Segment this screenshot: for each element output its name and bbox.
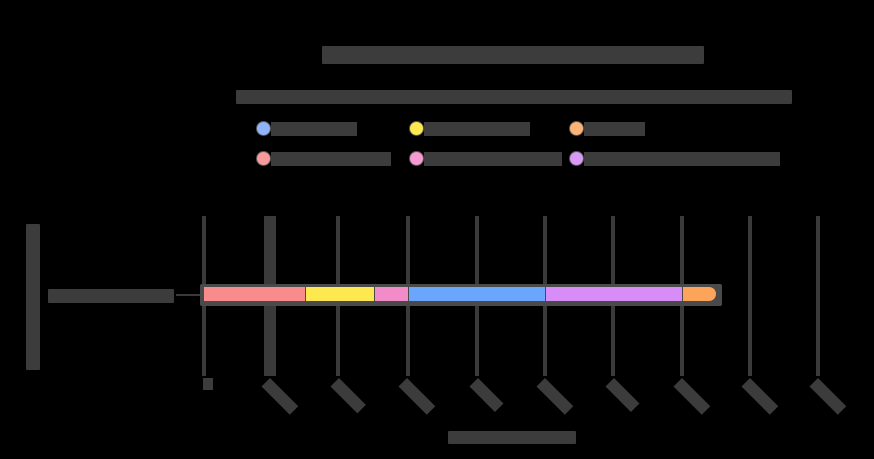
x-tick-label: 0: [203, 378, 213, 390]
chart-subtitle: █████ ████ ██ ████ █████ ████ █████ ███ …: [236, 90, 792, 104]
bar-segment-4[interactable]: [409, 287, 545, 301]
legend-label: ████████████: [271, 152, 391, 166]
x-tick-label: ████: [673, 378, 711, 415]
x-tick-label: ████: [330, 378, 366, 414]
bar-segment-3[interactable]: [375, 287, 408, 301]
row-label: ████████████: [48, 289, 174, 303]
y-axis-label: ████████ ██████: [26, 224, 40, 370]
legend-label: █████: [584, 122, 645, 136]
legend-swatch-icon: [570, 152, 583, 165]
legend-label: ███████: [271, 122, 357, 136]
x-tick-label: ████: [398, 378, 436, 415]
x-tick-label: ████: [605, 378, 640, 412]
x-axis-label: ████ ███ (██): [448, 431, 576, 444]
y-axis-tick: [176, 294, 204, 296]
bar-segment-1[interactable]: [204, 287, 305, 301]
legend-label: ████████████████: [584, 152, 780, 166]
gridline: [816, 216, 820, 376]
gridline: [748, 216, 752, 376]
x-tick-label: ████: [469, 378, 504, 412]
legend-swatch-icon: [257, 122, 270, 135]
x-tick-label: ████: [809, 378, 847, 415]
chart-title: ████████ ██ █████ ███████ ████████: [322, 46, 704, 64]
x-tick-label: ████: [261, 378, 299, 415]
bar-segment-6[interactable]: [683, 287, 716, 301]
legend-swatch-icon: [410, 122, 423, 135]
bar-segment-5[interactable]: [546, 287, 682, 301]
x-tick-label: ████: [536, 378, 574, 415]
bar-segment-2[interactable]: [306, 287, 374, 301]
legend-swatch-icon: [410, 152, 423, 165]
legend-label: ████████████: [424, 152, 562, 166]
x-tick-label: ████: [741, 378, 779, 415]
legend-swatch-icon: [257, 152, 270, 165]
legend-label: ███████: [424, 122, 530, 136]
legend-swatch-icon: [570, 122, 583, 135]
